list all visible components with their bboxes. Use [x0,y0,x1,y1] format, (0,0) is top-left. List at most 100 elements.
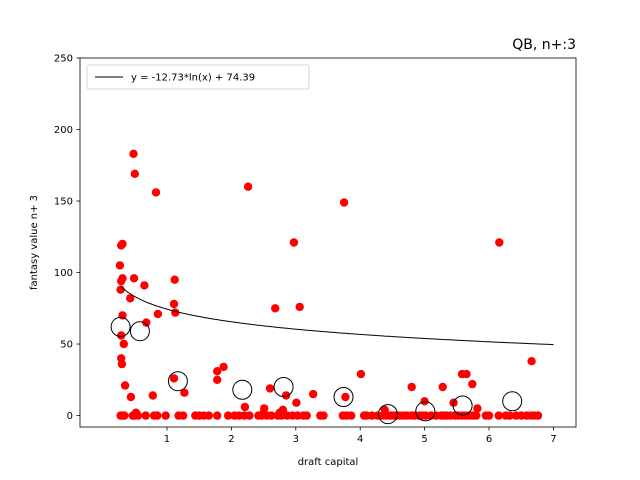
data-point [462,369,471,379]
data-point [130,169,139,178]
data-point [170,275,179,284]
data-point [527,357,536,366]
data-point [292,398,301,407]
y-tick-label: 50 [60,340,73,351]
data-point [219,362,228,372]
data-point [213,367,222,376]
x-tick-label: 7 [550,434,556,445]
bin-mean-marker [502,391,523,412]
data-point [117,359,127,369]
legend-box [86,64,310,90]
x-tick-label: 1 [164,434,170,445]
data-point [380,405,389,414]
data-point [141,411,150,420]
bin-mean-marker [273,377,294,397]
data-point [356,369,366,379]
data-point [533,411,543,420]
data-point [407,382,416,392]
data-point [243,182,253,191]
bin-means-layer [110,316,523,425]
data-point [339,198,349,207]
x-tick-label: 5 [421,434,427,445]
data-point [494,411,503,420]
data-point [367,411,376,420]
data-point [224,411,233,420]
data-point [213,375,222,384]
x-tick-label: 4 [357,434,363,445]
plot-area [79,57,577,428]
y-axis-label: fantasy value n+ 3 [29,195,40,290]
data-point [347,411,356,420]
data-point [484,411,494,420]
data-point [126,294,135,303]
data-point [309,389,318,399]
plot-frame [79,57,577,428]
data-point [153,309,163,319]
data-point [505,411,514,420]
bin-mean-marker [232,379,253,400]
data-point [120,411,129,420]
bin-mean-marker [110,316,131,337]
x-axis: 1 2 3 4 5 6 7 [164,427,557,445]
data-point [153,411,162,420]
data-point [116,285,125,294]
data-point [151,188,161,197]
data-point [142,318,151,327]
bin-mean-marker [377,404,398,425]
data-point [129,149,138,158]
y-tick-label: 100 [54,268,73,279]
data-point [267,411,276,420]
data-point [271,304,280,313]
legend: y = -12.73*ln(x) + 74.39 [86,64,310,90]
bin-mean-marker [452,395,473,416]
bin-mean-marker [129,321,150,342]
data-point [213,411,222,420]
y-tick-label: 150 [54,197,73,208]
data-point [178,411,188,420]
data-point [119,339,128,349]
bin-mean-marker [415,401,436,422]
data-point [129,274,139,283]
data-point [265,384,275,393]
data-point [281,391,291,400]
bin-mean-marker [333,387,354,407]
fit-line-layer [120,285,554,346]
data-point [259,408,268,417]
data-point [293,411,302,420]
data-point [468,379,477,389]
x-tick-label: 2 [228,434,234,445]
data-point [180,388,189,397]
data-point [117,276,126,286]
data-point [126,392,136,402]
data-point [120,381,130,390]
data-point [169,299,179,309]
data-point [295,302,304,312]
data-point [289,238,299,247]
data-point [245,411,254,420]
chart-title: QB, n+:3 [512,37,576,53]
y-axis: 0 50 100 150 200 250 [54,54,80,422]
data-point [131,408,141,417]
scatter-points [115,149,543,420]
x-tick-label: 3 [293,434,299,445]
data-point [161,411,170,420]
x-axis-label: draft capital [298,457,359,468]
y-tick-label: 0 [67,411,73,422]
x-tick-label: 6 [486,434,492,445]
data-point [420,397,429,406]
data-point [319,411,328,420]
data-point [341,392,350,402]
data-point [240,402,250,412]
legend-fit-label: y = -12.73*ln(x) + 74.39 [131,73,255,84]
data-point [302,411,311,420]
data-point [148,391,157,400]
data-point [118,239,127,249]
data-point [115,261,125,270]
y-tick-label: 250 [54,54,73,65]
data-point [169,374,179,383]
y-tick-label: 200 [54,125,73,136]
data-point [204,411,213,420]
fit-line [120,285,554,346]
data-point [275,408,284,417]
